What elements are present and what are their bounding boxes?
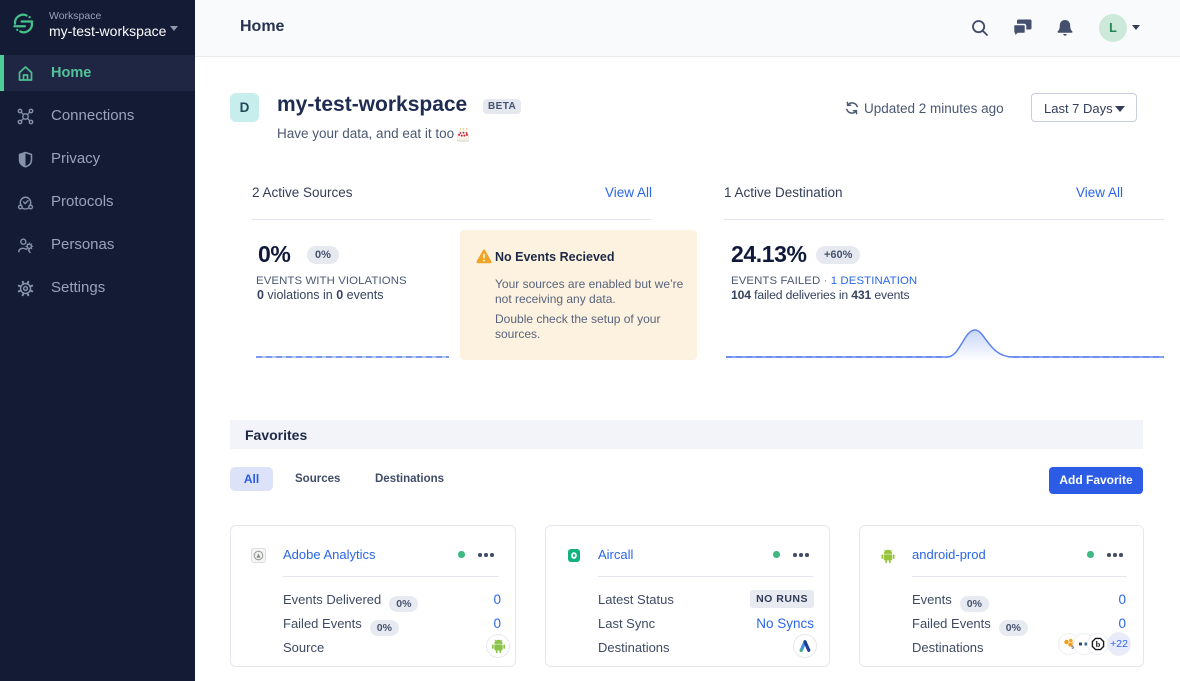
svg-text:s: s xyxy=(1071,645,1074,651)
svg-text:b: b xyxy=(1096,639,1101,649)
